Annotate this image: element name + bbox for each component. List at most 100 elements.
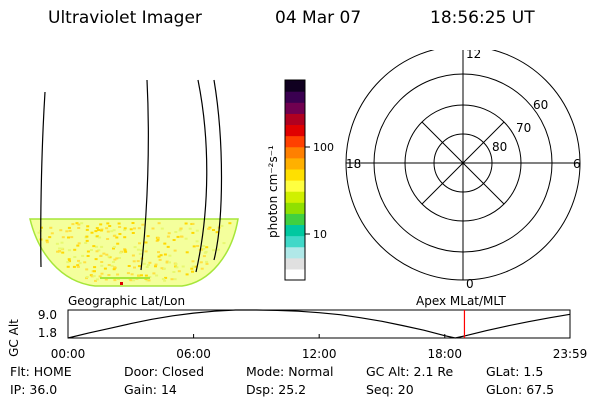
uv-pixel	[174, 231, 178, 233]
colorbar-band	[285, 224, 305, 237]
uv-pixel	[60, 247, 64, 250]
uv-pixel	[190, 267, 194, 270]
uv-pixel	[95, 227, 99, 230]
uv-pixel	[48, 236, 52, 239]
uv-pixel	[147, 279, 151, 282]
uv-pixel	[78, 262, 82, 265]
uv-hotspot	[120, 282, 123, 285]
uv-intensity-speckle	[37, 222, 232, 282]
uv-pixel	[131, 222, 135, 224]
meridian-line	[140, 79, 149, 271]
uv-pixel	[118, 257, 121, 259]
uv-pixel	[100, 245, 104, 248]
uv-pixel	[123, 248, 127, 251]
colorbar-band	[285, 113, 305, 126]
latlon-grid	[40, 79, 223, 273]
uv-pixel	[136, 260, 140, 263]
uv-pixel	[195, 229, 199, 232]
uv-pixel	[188, 227, 192, 230]
uv-pixel	[112, 261, 115, 263]
uv-pixel	[84, 242, 88, 244]
info-value: 2.1 Re	[413, 364, 454, 379]
uv-pixel	[129, 228, 133, 231]
uv-pixel	[100, 261, 104, 263]
colorbar-band	[285, 202, 305, 214]
uv-pixel	[92, 275, 96, 278]
uv-pixel	[94, 279, 97, 282]
uv-pixel	[145, 279, 149, 282]
uv-pixel	[71, 223, 75, 226]
colorbar-band	[285, 235, 305, 248]
uv-pixel	[85, 277, 88, 280]
uv-pixel	[165, 260, 169, 263]
uv-pixel	[144, 274, 148, 277]
uv-pixel	[55, 242, 59, 245]
uv-pixel	[116, 273, 120, 276]
uv-pixel	[216, 248, 220, 251]
uv-pixel	[177, 270, 181, 273]
colorbar-band	[285, 168, 305, 181]
uv-pixel	[118, 226, 122, 228]
uv-pixel	[99, 223, 103, 226]
uv-pixel	[106, 222, 110, 225]
uv-pixel	[163, 242, 167, 245]
uv-pixel	[178, 229, 182, 232]
uv-pixel	[113, 279, 117, 282]
uv-pixel	[72, 265, 76, 268]
uv-pixel	[199, 261, 203, 264]
uv-pixel	[212, 229, 215, 231]
colorbar-frame	[284, 79, 306, 281]
info-label: IP:	[10, 382, 26, 397]
uv-pixel	[137, 265, 141, 268]
y-tick-label: 9.0	[38, 308, 57, 322]
uv-pixel	[179, 235, 183, 238]
uv-pixel	[67, 258, 71, 261]
uv-pixel	[73, 256, 77, 258]
uv-pixel	[132, 260, 136, 263]
uv-pixel	[159, 254, 163, 257]
uv-pixel	[113, 258, 117, 261]
uv-pixel	[123, 227, 127, 230]
chart-ylabel: GC Alt	[7, 319, 21, 357]
info-ip: IP: 36.0	[10, 382, 57, 397]
instrument-title: Ultraviolet Imager	[48, 8, 202, 28]
uv-pixel	[37, 231, 41, 234]
uv-pixel	[222, 242, 226, 245]
info-value: 14	[160, 382, 177, 397]
uv-pixel	[163, 279, 167, 282]
uv-pixel	[112, 268, 116, 271]
uv-pixel	[90, 275, 94, 278]
uv-pixel	[95, 250, 99, 253]
uv-pixel	[58, 247, 62, 250]
mlt-label-12: 12	[466, 50, 481, 61]
x-tick-group: 00:00 06:00 12:00 18:00 23:59	[51, 334, 587, 361]
info-label: Flt:	[10, 364, 30, 379]
info-door: Door: Closed	[124, 364, 204, 379]
uv-pixel	[85, 235, 89, 238]
colorbar-band	[285, 80, 305, 92]
uv-pixel	[45, 239, 49, 242]
uv-pixel	[191, 222, 195, 225]
colorbar-band	[285, 191, 305, 203]
uv-pixel	[167, 232, 171, 235]
uv-pixel	[133, 266, 136, 269]
uv-pixel	[99, 255, 103, 257]
colorbar-band	[285, 257, 305, 270]
uv-pixel	[102, 252, 106, 255]
colorbar-unit-label: photon cm⁻²s⁻¹	[266, 145, 280, 238]
uv-pixel	[119, 251, 123, 254]
uv-pixel	[94, 230, 98, 233]
mlat-label-60: 60	[533, 98, 548, 112]
uv-pixel	[140, 249, 144, 252]
uv-pixel	[207, 227, 211, 230]
uv-pixel	[191, 231, 195, 234]
uv-pixel	[106, 238, 110, 240]
apex-caption: Apex MLat/MLT	[416, 294, 506, 308]
uv-pixel	[85, 228, 89, 231]
uv-pixel	[133, 246, 137, 249]
uv-pixel	[205, 262, 209, 265]
uv-pixel	[60, 241, 64, 244]
info-value: 1.5	[523, 364, 544, 379]
uv-pixel	[196, 245, 200, 247]
uv-pixel	[98, 275, 102, 278]
